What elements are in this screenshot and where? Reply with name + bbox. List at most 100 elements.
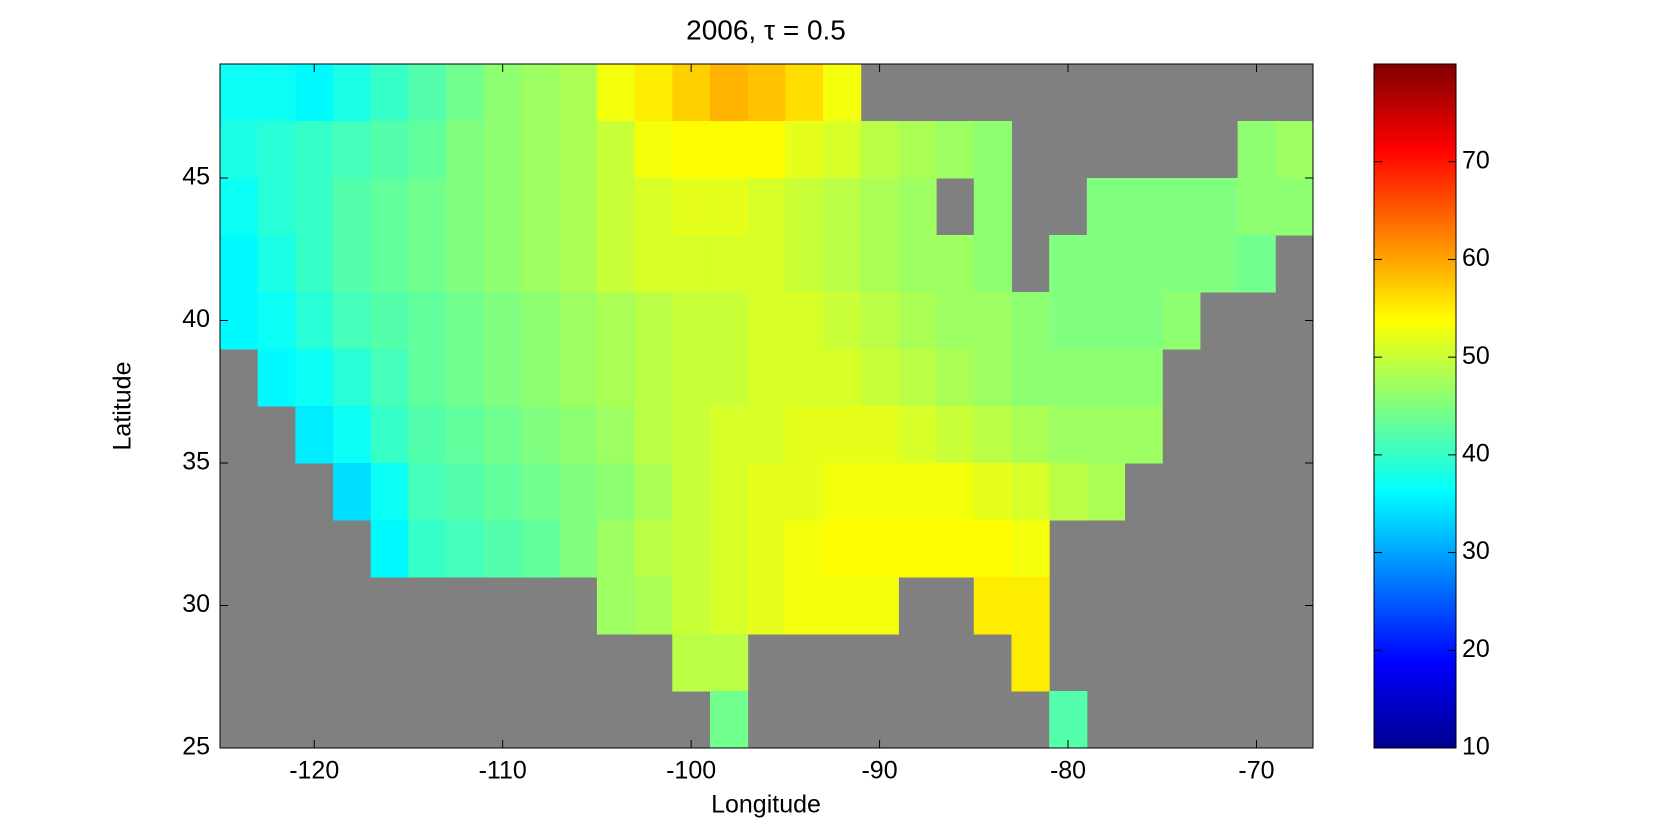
- cell: [408, 292, 447, 350]
- cell: [559, 292, 598, 350]
- cell: [709, 577, 749, 635]
- cell: [257, 292, 296, 350]
- cell: [257, 235, 296, 293]
- cell: [408, 235, 447, 293]
- cell: [898, 121, 937, 179]
- cell: [860, 463, 899, 521]
- cell: [747, 463, 786, 521]
- cell: [521, 406, 560, 464]
- y-tick-label: 40: [182, 305, 210, 333]
- cell: [672, 406, 711, 464]
- cell: [936, 121, 975, 179]
- cell: [559, 520, 598, 578]
- cell: [747, 349, 786, 407]
- cell: [596, 406, 636, 464]
- cell: [1049, 292, 1088, 350]
- colorbar-tick-label: 70: [1462, 146, 1490, 174]
- cell: [333, 406, 372, 464]
- cell: [559, 349, 598, 407]
- cell: [521, 121, 560, 179]
- cell: [521, 64, 560, 122]
- cell: [1049, 463, 1088, 521]
- cell: [860, 349, 899, 407]
- cell: [446, 121, 485, 179]
- cell: [672, 235, 711, 293]
- cell: [898, 463, 937, 521]
- cell: [446, 349, 485, 407]
- cell: [823, 406, 862, 464]
- cell: [785, 235, 824, 293]
- cell: [370, 235, 409, 293]
- cell: [1237, 235, 1276, 293]
- cell: [709, 349, 749, 407]
- cell: [483, 178, 523, 236]
- cell: [823, 292, 862, 350]
- cell: [596, 292, 636, 350]
- cell: [1011, 463, 1050, 521]
- cell: [709, 463, 749, 521]
- colorbar-tick-label: 40: [1462, 439, 1490, 467]
- cell: [1049, 235, 1088, 293]
- cell: [370, 349, 409, 407]
- cell: [370, 463, 409, 521]
- cell: [709, 406, 749, 464]
- cell: [1086, 292, 1126, 350]
- cell: [295, 292, 334, 350]
- cell: [860, 235, 899, 293]
- cell: [634, 178, 673, 236]
- cell: [709, 235, 749, 293]
- cell: [408, 406, 447, 464]
- cell: [257, 178, 296, 236]
- x-tick-label: -80: [1050, 757, 1086, 785]
- cell: [747, 235, 786, 293]
- cell: [634, 349, 673, 407]
- colorbar-tick-label: 30: [1462, 537, 1490, 565]
- cell: [823, 178, 862, 236]
- cell: [785, 406, 824, 464]
- cell: [898, 349, 937, 407]
- cell: [973, 520, 1012, 578]
- cell: [446, 406, 485, 464]
- cell: [596, 121, 636, 179]
- cell: [521, 349, 560, 407]
- cell: [559, 64, 598, 122]
- cell: [596, 349, 636, 407]
- cell: [747, 406, 786, 464]
- x-tick-label: -120: [289, 757, 339, 785]
- cell: [446, 178, 485, 236]
- cell: [709, 691, 749, 749]
- cell: [1011, 292, 1050, 350]
- cell: [973, 349, 1012, 407]
- cell: [333, 121, 372, 179]
- colorbar-tick-label: 10: [1462, 733, 1490, 761]
- cell: [709, 64, 749, 122]
- cell: [936, 463, 975, 521]
- cells: [220, 64, 1314, 749]
- cell: [709, 121, 749, 179]
- cell: [785, 64, 824, 122]
- cell: [370, 292, 409, 350]
- cell: [973, 178, 1012, 236]
- cell: [672, 64, 711, 122]
- cell: [860, 406, 899, 464]
- cell: [446, 292, 485, 350]
- cell: [370, 178, 409, 236]
- cell: [634, 292, 673, 350]
- cell: [1086, 406, 1126, 464]
- chart-title: 2006, τ = 0.5: [686, 14, 846, 45]
- cell: [1011, 634, 1050, 692]
- cell: [823, 64, 862, 122]
- cell: [1237, 178, 1276, 236]
- cell: [898, 178, 937, 236]
- cell: [333, 463, 372, 521]
- cell: [936, 349, 975, 407]
- cell: [220, 64, 259, 122]
- cell: [785, 178, 824, 236]
- cell: [408, 178, 447, 236]
- cell: [446, 235, 485, 293]
- cell: [559, 463, 598, 521]
- cell: [1011, 406, 1050, 464]
- cell: [823, 463, 862, 521]
- cell: [483, 520, 523, 578]
- colorbar: [1373, 63, 1457, 749]
